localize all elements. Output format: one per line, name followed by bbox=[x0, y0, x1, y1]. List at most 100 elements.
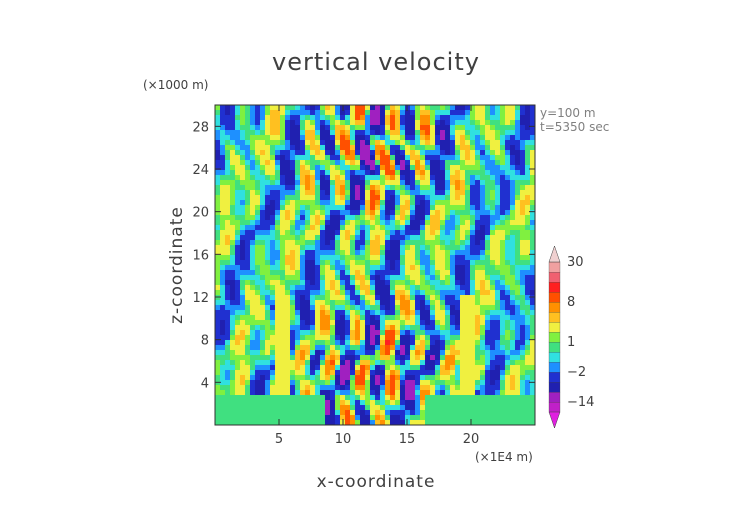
field-cell bbox=[310, 395, 316, 401]
field-cell bbox=[300, 210, 306, 216]
field-cell bbox=[265, 150, 271, 156]
field-cell bbox=[475, 125, 481, 131]
field-cell bbox=[350, 270, 356, 276]
field-cell bbox=[450, 125, 456, 131]
field-cell bbox=[355, 140, 361, 146]
field-cell bbox=[220, 105, 226, 111]
field-cell bbox=[385, 180, 391, 186]
field-cell bbox=[410, 115, 416, 121]
field-cell bbox=[505, 315, 511, 321]
field-cell bbox=[510, 380, 516, 386]
field-cell bbox=[290, 170, 296, 176]
field-cell bbox=[325, 195, 331, 201]
field-cell bbox=[245, 130, 251, 136]
field-cell bbox=[330, 275, 336, 281]
field-cell bbox=[510, 355, 516, 361]
field-cell bbox=[230, 295, 236, 301]
field-cell bbox=[435, 330, 441, 336]
field-cell bbox=[420, 385, 426, 391]
field-cell bbox=[345, 185, 351, 191]
field-cell bbox=[395, 225, 401, 231]
field-cell bbox=[425, 285, 431, 291]
field-cell bbox=[475, 105, 481, 111]
field-cell bbox=[285, 175, 291, 181]
field-cell bbox=[530, 255, 535, 261]
field-cell bbox=[515, 360, 521, 366]
field-cell bbox=[520, 160, 526, 166]
field-cell bbox=[270, 120, 276, 126]
field-cell bbox=[450, 315, 456, 321]
field-cell bbox=[360, 115, 366, 121]
field-cell bbox=[440, 320, 446, 326]
field-cell bbox=[255, 375, 261, 381]
field-cell bbox=[510, 215, 516, 221]
field-cell bbox=[280, 315, 286, 321]
field-cell bbox=[390, 200, 396, 206]
field-cell bbox=[275, 150, 281, 156]
field-cell bbox=[410, 240, 416, 246]
field-cell bbox=[390, 230, 396, 236]
field-cell bbox=[320, 140, 326, 146]
field-cell bbox=[515, 230, 521, 236]
field-cell bbox=[230, 325, 236, 331]
field-cell bbox=[485, 150, 491, 156]
field-cell bbox=[480, 130, 486, 136]
field-cell bbox=[475, 205, 481, 211]
field-cell bbox=[420, 250, 426, 256]
field-cell bbox=[395, 400, 401, 406]
field-cell bbox=[220, 385, 226, 391]
field-cell bbox=[430, 265, 436, 271]
field-cell bbox=[375, 215, 381, 221]
field-cell bbox=[450, 385, 456, 391]
field-cell bbox=[270, 325, 276, 331]
field-cell bbox=[410, 270, 416, 276]
field-cell bbox=[465, 220, 471, 226]
field-cell bbox=[215, 125, 221, 131]
field-cell bbox=[345, 135, 351, 141]
field-cell bbox=[460, 320, 466, 326]
field-cell bbox=[245, 225, 251, 231]
field-cell bbox=[325, 340, 331, 346]
field-cell bbox=[395, 145, 401, 151]
field-cell bbox=[340, 255, 346, 261]
field-cell bbox=[420, 410, 426, 416]
field-cell bbox=[325, 275, 331, 281]
field-cell bbox=[230, 160, 236, 166]
field-cell bbox=[525, 210, 531, 216]
field-cell bbox=[290, 415, 296, 421]
field-cell bbox=[285, 230, 291, 236]
field-cell bbox=[445, 410, 451, 416]
field-cell bbox=[485, 270, 491, 276]
field-cell bbox=[270, 175, 276, 181]
field-cell bbox=[350, 190, 356, 196]
field-cell bbox=[360, 180, 366, 186]
field-cell bbox=[295, 380, 301, 386]
field-cell bbox=[505, 260, 511, 266]
field-cell bbox=[515, 135, 521, 141]
field-cell bbox=[460, 335, 466, 341]
field-cell bbox=[525, 195, 531, 201]
field-cell bbox=[390, 260, 396, 266]
field-cell bbox=[455, 305, 461, 311]
field-cell bbox=[525, 385, 531, 391]
field-cell bbox=[315, 270, 321, 276]
field-cell bbox=[285, 125, 291, 131]
field-cell bbox=[230, 290, 236, 296]
field-cell bbox=[455, 185, 461, 191]
field-cell bbox=[245, 295, 251, 301]
field-cell bbox=[370, 340, 376, 346]
field-cell bbox=[460, 260, 466, 266]
field-cell bbox=[240, 235, 246, 241]
field-cell bbox=[245, 315, 251, 321]
field-cell bbox=[450, 295, 456, 301]
field-cell bbox=[270, 330, 276, 336]
field-cell bbox=[400, 115, 406, 121]
field-cell bbox=[480, 185, 486, 191]
field-cell bbox=[505, 355, 511, 361]
field-cell bbox=[290, 275, 296, 281]
field-cell bbox=[365, 360, 371, 366]
field-cell bbox=[295, 190, 301, 196]
field-cell bbox=[490, 155, 496, 161]
field-cell bbox=[265, 385, 271, 391]
field-cell bbox=[300, 355, 306, 361]
